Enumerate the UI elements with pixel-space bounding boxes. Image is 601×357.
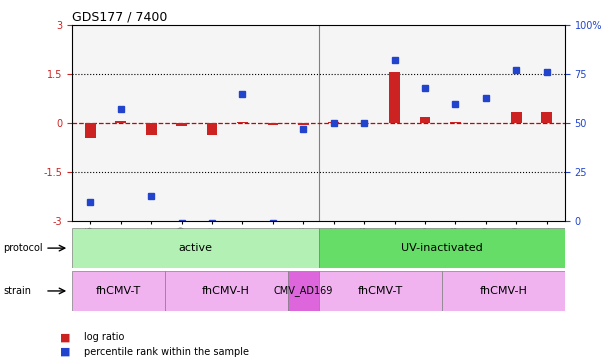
Bar [176, 123, 187, 126]
Bar [359, 122, 370, 123]
Bar [328, 121, 339, 123]
Text: protocol: protocol [3, 243, 43, 253]
Text: fhCMV-T: fhCMV-T [96, 286, 141, 296]
Bar [542, 112, 552, 123]
FancyBboxPatch shape [319, 228, 565, 268]
Text: UV-inactivated: UV-inactivated [401, 243, 483, 253]
FancyBboxPatch shape [72, 228, 319, 268]
Bar [115, 121, 126, 123]
Bar [450, 122, 461, 123]
FancyBboxPatch shape [288, 271, 319, 311]
Bar [298, 123, 309, 125]
FancyBboxPatch shape [442, 271, 565, 311]
Text: ■: ■ [60, 347, 70, 357]
Text: fhCMV-T: fhCMV-T [358, 286, 403, 296]
Bar [207, 123, 218, 135]
FancyBboxPatch shape [72, 271, 165, 311]
Text: fhCMV-H: fhCMV-H [480, 286, 527, 296]
Text: strain: strain [3, 286, 31, 296]
Text: GDS177 / 7400: GDS177 / 7400 [72, 11, 168, 24]
Bar [481, 122, 491, 123]
FancyBboxPatch shape [319, 271, 442, 311]
Bar [146, 123, 156, 135]
Bar [267, 123, 278, 125]
Text: active: active [178, 243, 212, 253]
Bar [511, 112, 522, 123]
Text: CMV_AD169: CMV_AD169 [273, 286, 333, 296]
Text: fhCMV-H: fhCMV-H [202, 286, 250, 296]
Bar [389, 72, 400, 123]
Text: ■: ■ [60, 332, 70, 342]
Bar [237, 121, 248, 123]
Bar [85, 123, 96, 138]
Text: log ratio: log ratio [84, 332, 124, 342]
Text: percentile rank within the sample: percentile rank within the sample [84, 347, 249, 357]
FancyBboxPatch shape [165, 271, 288, 311]
Bar [419, 117, 430, 123]
